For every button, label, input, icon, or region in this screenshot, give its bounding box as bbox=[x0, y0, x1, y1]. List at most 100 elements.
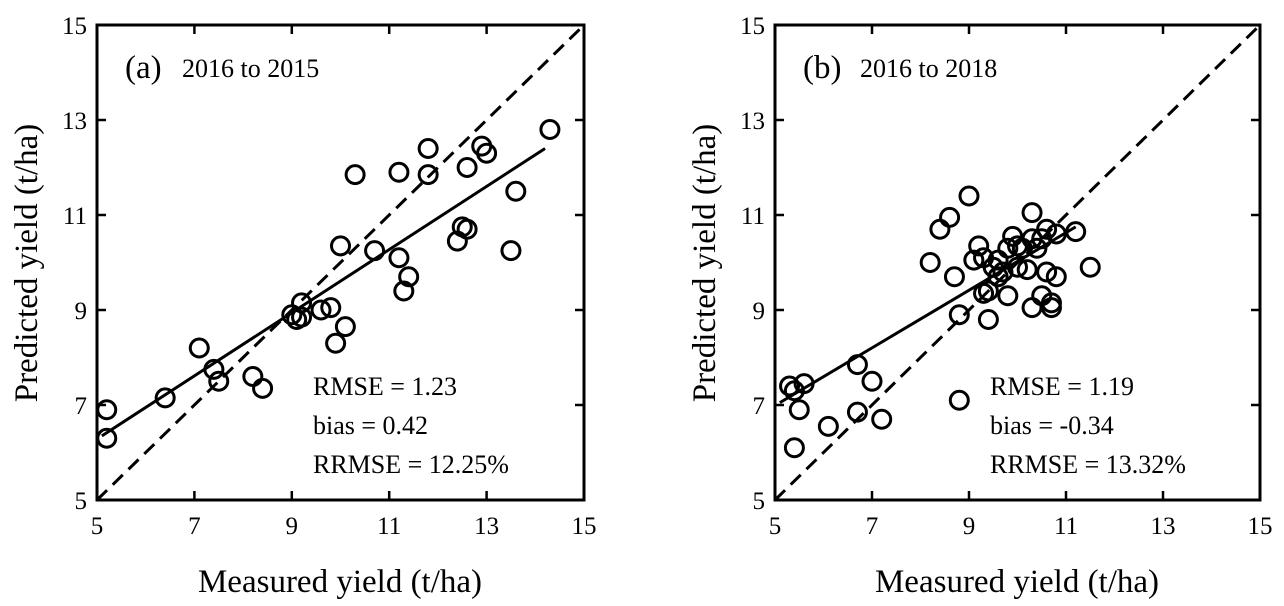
data-point bbox=[456, 218, 478, 240]
y-tick-label: 13 bbox=[62, 108, 87, 135]
x-tick-labels: 5 7 9 11 13 15 bbox=[91, 513, 597, 540]
data-point bbox=[96, 427, 118, 449]
data-point bbox=[188, 337, 210, 359]
data-point bbox=[334, 316, 356, 338]
data-point bbox=[958, 185, 980, 207]
y-tick-label: 7 bbox=[753, 393, 766, 420]
stat-bias: bias = 0.42 bbox=[313, 411, 428, 440]
data-point bbox=[388, 161, 410, 183]
x-tick-label: 7 bbox=[188, 513, 201, 540]
data-point bbox=[846, 354, 868, 376]
panel-a: 5 7 9 11 13 15 5 7 9 11 13 15 (a) 2016 to 2015 RMS… bbox=[9, 13, 597, 600]
plot-frame bbox=[773, 23, 1262, 502]
y-tick-label: 5 bbox=[753, 488, 766, 515]
panel-label: (b) bbox=[803, 50, 841, 86]
data-point bbox=[939, 206, 961, 228]
data-point bbox=[417, 164, 439, 186]
stat-rmse: RMSE = 1.19 bbox=[990, 372, 1134, 401]
data-point bbox=[992, 261, 1014, 283]
x-tick-label: 13 bbox=[1151, 513, 1176, 540]
data-point bbox=[393, 280, 415, 302]
data-point bbox=[817, 415, 839, 437]
y-tick-label: 9 bbox=[753, 298, 766, 325]
x-tick-label: 5 bbox=[769, 513, 782, 540]
data-point bbox=[476, 142, 498, 164]
stat-rrmse: RRMSE = 13.32% bbox=[990, 450, 1186, 479]
data-point bbox=[291, 306, 313, 328]
data-point bbox=[505, 180, 527, 202]
x-tick-label: 5 bbox=[91, 513, 104, 540]
x-tick-label: 11 bbox=[377, 513, 401, 540]
x-tick-label: 7 bbox=[866, 513, 879, 540]
data-point bbox=[96, 399, 118, 421]
y-tick-label: 15 bbox=[62, 13, 87, 40]
x-tick-label: 13 bbox=[474, 513, 499, 540]
data-point bbox=[252, 377, 274, 399]
stat-bias: bias = -0.34 bbox=[990, 411, 1114, 440]
data-point bbox=[203, 358, 225, 380]
data-point bbox=[1036, 218, 1058, 240]
data-point bbox=[1040, 292, 1062, 314]
one-to-one-line bbox=[95, 23, 586, 502]
data-point bbox=[456, 157, 478, 178]
stat-rrmse: RRMSE = 12.25% bbox=[313, 450, 509, 479]
data-point bbox=[310, 299, 332, 321]
data-point bbox=[963, 249, 985, 271]
x-axis-label: Measured yield (t/ha) bbox=[875, 564, 1159, 600]
y-tick-label: 11 bbox=[63, 203, 87, 230]
y-tick-label: 9 bbox=[75, 298, 88, 325]
y-tick-labels: 5 7 9 11 13 15 bbox=[740, 13, 765, 515]
y-tick-label: 15 bbox=[740, 13, 765, 40]
panel-label: (a) bbox=[125, 50, 162, 86]
data-point bbox=[344, 164, 366, 186]
data-point bbox=[1065, 221, 1087, 243]
data-point bbox=[417, 138, 439, 159]
data-point bbox=[1045, 223, 1067, 245]
data-point bbox=[1045, 266, 1067, 288]
data-point bbox=[793, 373, 815, 395]
x-tick-labels: 5 7 9 11 13 15 bbox=[769, 513, 1273, 540]
data-point bbox=[846, 401, 868, 423]
data-point bbox=[861, 370, 883, 392]
y-tick-label: 5 bbox=[75, 488, 88, 515]
panel-b: 5 7 9 11 13 15 5 7 9 11 13 15 (b) 2016 to 2018 RMS… bbox=[687, 13, 1273, 600]
x-tick-label: 15 bbox=[1248, 513, 1273, 540]
data-points bbox=[96, 119, 561, 449]
data-point bbox=[325, 332, 347, 354]
panel-title: 2016 to 2015 bbox=[182, 54, 319, 83]
x-tick-label: 9 bbox=[963, 513, 976, 540]
data-point bbox=[291, 292, 313, 314]
data-point bbox=[977, 280, 999, 302]
panel-title: 2016 to 2018 bbox=[860, 54, 997, 83]
data-point bbox=[539, 119, 561, 140]
data-point bbox=[330, 235, 351, 257]
data-point bbox=[871, 408, 893, 430]
data-point bbox=[997, 285, 1019, 307]
data-point bbox=[1036, 261, 1058, 283]
data-point bbox=[1021, 297, 1043, 319]
data-points bbox=[779, 185, 1101, 459]
tick-marks bbox=[773, 23, 1262, 502]
x-tick-label: 15 bbox=[572, 513, 597, 540]
data-point bbox=[788, 399, 810, 421]
data-point bbox=[977, 309, 999, 330]
data-point bbox=[1007, 256, 1028, 278]
data-point bbox=[154, 387, 176, 409]
data-point bbox=[208, 370, 230, 392]
data-point bbox=[968, 235, 990, 257]
data-point bbox=[929, 218, 951, 240]
data-point bbox=[242, 366, 264, 387]
regression-line bbox=[101, 147, 546, 438]
data-point bbox=[948, 389, 970, 411]
data-point bbox=[943, 266, 965, 288]
y-tick-label: 11 bbox=[741, 203, 765, 230]
y-axis-label: Predicted yield (t/ha) bbox=[687, 124, 723, 403]
y-tick-label: 7 bbox=[75, 393, 88, 420]
data-point bbox=[320, 297, 342, 319]
y-tick-label: 13 bbox=[740, 108, 765, 135]
data-point bbox=[388, 247, 410, 269]
data-point bbox=[364, 240, 386, 262]
data-point bbox=[779, 375, 801, 397]
data-point bbox=[948, 304, 970, 326]
